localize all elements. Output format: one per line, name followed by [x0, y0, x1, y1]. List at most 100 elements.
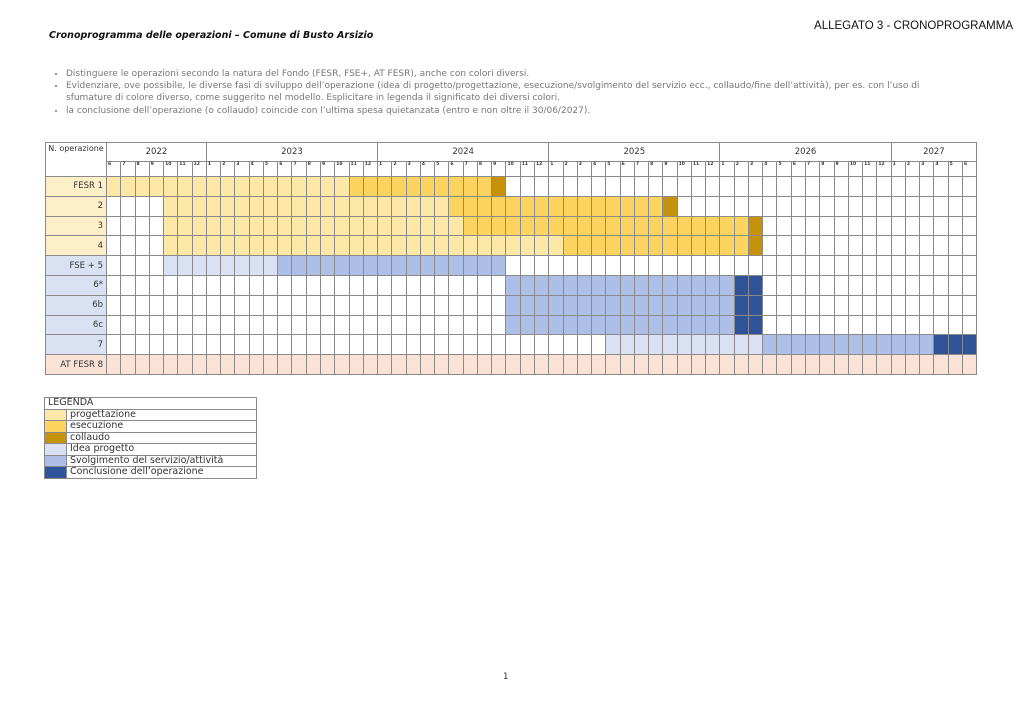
gantt-cell-empty	[191, 314, 207, 336]
gantt-cell-esecuzione	[633, 195, 650, 217]
gantt-cell-empty	[105, 255, 122, 276]
gantt-cell-at	[719, 354, 735, 375]
month-header: 1	[377, 161, 393, 177]
gantt-cell-empty	[462, 334, 478, 356]
gantt-cell-progettazione	[220, 235, 236, 257]
gantt-cell-idea	[248, 255, 264, 276]
gantt-cell-empty	[576, 176, 593, 197]
gantt-cell-idea	[191, 255, 207, 276]
gantt-cell-at	[819, 354, 835, 375]
gantt-cell-progettazione	[234, 176, 250, 197]
gantt-cell-at	[690, 354, 707, 375]
gantt-cell-svolgimento	[776, 334, 792, 356]
gantt-cell-at	[377, 354, 393, 375]
note-item: Distinguere le operazioni secondo la nat…	[66, 68, 966, 80]
gantt-cell-esecuzione	[719, 235, 735, 257]
gantt-cell-empty	[933, 195, 949, 217]
gantt-cell-progettazione	[405, 235, 421, 257]
gantt-cell-progettazione	[248, 195, 264, 217]
gantt-cell-empty	[105, 314, 122, 336]
gantt-cell-progettazione	[205, 235, 222, 257]
gantt-cell-svolgimento	[476, 255, 493, 276]
gantt-cell-empty	[505, 176, 521, 197]
gantt-cell-empty	[776, 294, 792, 316]
gantt-cell-progettazione	[334, 235, 350, 257]
legend-label: Svolgimento del servizio/attività	[66, 454, 257, 467]
gantt-cell-empty	[505, 255, 521, 276]
legend-swatch-collaudo	[44, 431, 67, 444]
gantt-cell-esecuzione	[562, 195, 578, 217]
gantt-cell-progettazione	[262, 176, 279, 197]
gantt-cell-progettazione	[305, 215, 321, 237]
gantt-cell-at	[234, 354, 250, 375]
gantt-cell-svolgimento	[548, 314, 564, 336]
gantt-cell-empty	[904, 255, 921, 276]
gantt-cell-empty	[947, 215, 963, 237]
gantt-cell-progettazione	[191, 176, 207, 197]
gantt-cell-svolgimento	[305, 255, 321, 276]
gantt-cell-empty	[533, 176, 550, 197]
gantt-cell-empty	[805, 294, 821, 316]
gantt-cell-progettazione	[419, 195, 436, 217]
gantt-cell-progettazione	[491, 235, 507, 257]
gantt-cell-svolgimento	[719, 294, 735, 316]
gantt-cell-empty	[348, 334, 364, 356]
gantt-cell-progettazione	[205, 195, 222, 217]
gantt-cell-empty	[177, 334, 193, 356]
gantt-cell-empty	[319, 274, 336, 296]
gantt-cell-empty	[819, 294, 835, 316]
gantt-cell-conclusione	[933, 334, 949, 356]
gantt-cell-empty	[163, 294, 179, 316]
gantt-cell-progettazione	[377, 235, 393, 257]
gantt-cell-idea	[705, 334, 721, 356]
attachment-label: ALLEGATO 3 - CRONOPROGRAMMA	[814, 20, 1013, 32]
gantt-cell-svolgimento	[334, 255, 350, 276]
gantt-cell-empty	[319, 294, 336, 316]
gantt-cell-empty	[747, 255, 764, 276]
gantt-cell-empty	[476, 274, 493, 296]
gantt-cell-at	[248, 354, 264, 375]
month-header: 9	[148, 161, 165, 177]
gantt-cell-empty	[319, 314, 336, 336]
month-header: 7	[291, 161, 307, 177]
gantt-cell-empty	[419, 314, 436, 336]
gantt-cell-svolgimento	[391, 255, 407, 276]
gantt-cell-at	[961, 354, 978, 375]
gantt-cell-at	[762, 354, 778, 375]
month-header: 4	[248, 161, 264, 177]
gantt-cell-empty	[676, 176, 692, 197]
gantt-cell-empty	[733, 255, 749, 276]
gantt-cell-empty	[519, 176, 535, 197]
gantt-cell-empty	[890, 314, 906, 336]
table-row: 7	[45, 334, 978, 356]
gantt-cell-empty	[776, 195, 792, 217]
gantt-cell-empty	[919, 274, 935, 296]
operation-label: FESR 1	[45, 176, 107, 197]
gantt-cell-empty	[591, 334, 607, 356]
gantt-cell-at	[277, 354, 293, 375]
gantt-cell-empty	[776, 255, 792, 276]
gantt-cell-progettazione	[277, 215, 293, 237]
gantt-cell-empty	[291, 334, 307, 356]
gantt-cell-at	[904, 354, 921, 375]
gantt-cell-empty	[105, 235, 122, 257]
legend-swatch-esecuzione	[44, 420, 67, 433]
legend-label: collaudo	[66, 431, 257, 444]
gantt-cell-svolgimento	[591, 274, 607, 296]
gantt-cell-empty	[619, 255, 635, 276]
gantt-cell-empty	[833, 294, 849, 316]
gantt-cell-esecuzione	[633, 215, 650, 237]
gantt-cell-at	[633, 354, 650, 375]
gantt-cell-empty	[862, 195, 878, 217]
gantt-cell-svolgimento	[533, 274, 550, 296]
document-title: Cronoprogramma delle operazioni – Comune…	[49, 30, 374, 41]
gantt-cell-at	[291, 354, 307, 375]
gantt-cell-empty	[134, 334, 150, 356]
month-header: 10	[163, 161, 179, 177]
gantt-cell-empty	[105, 215, 122, 237]
gantt-cell-progettazione	[234, 215, 250, 237]
gantt-cell-svolgimento	[619, 274, 635, 296]
operation-label: 6c	[45, 314, 107, 336]
gantt-cell-progettazione	[448, 235, 464, 257]
gantt-cell-progettazione	[334, 215, 350, 237]
